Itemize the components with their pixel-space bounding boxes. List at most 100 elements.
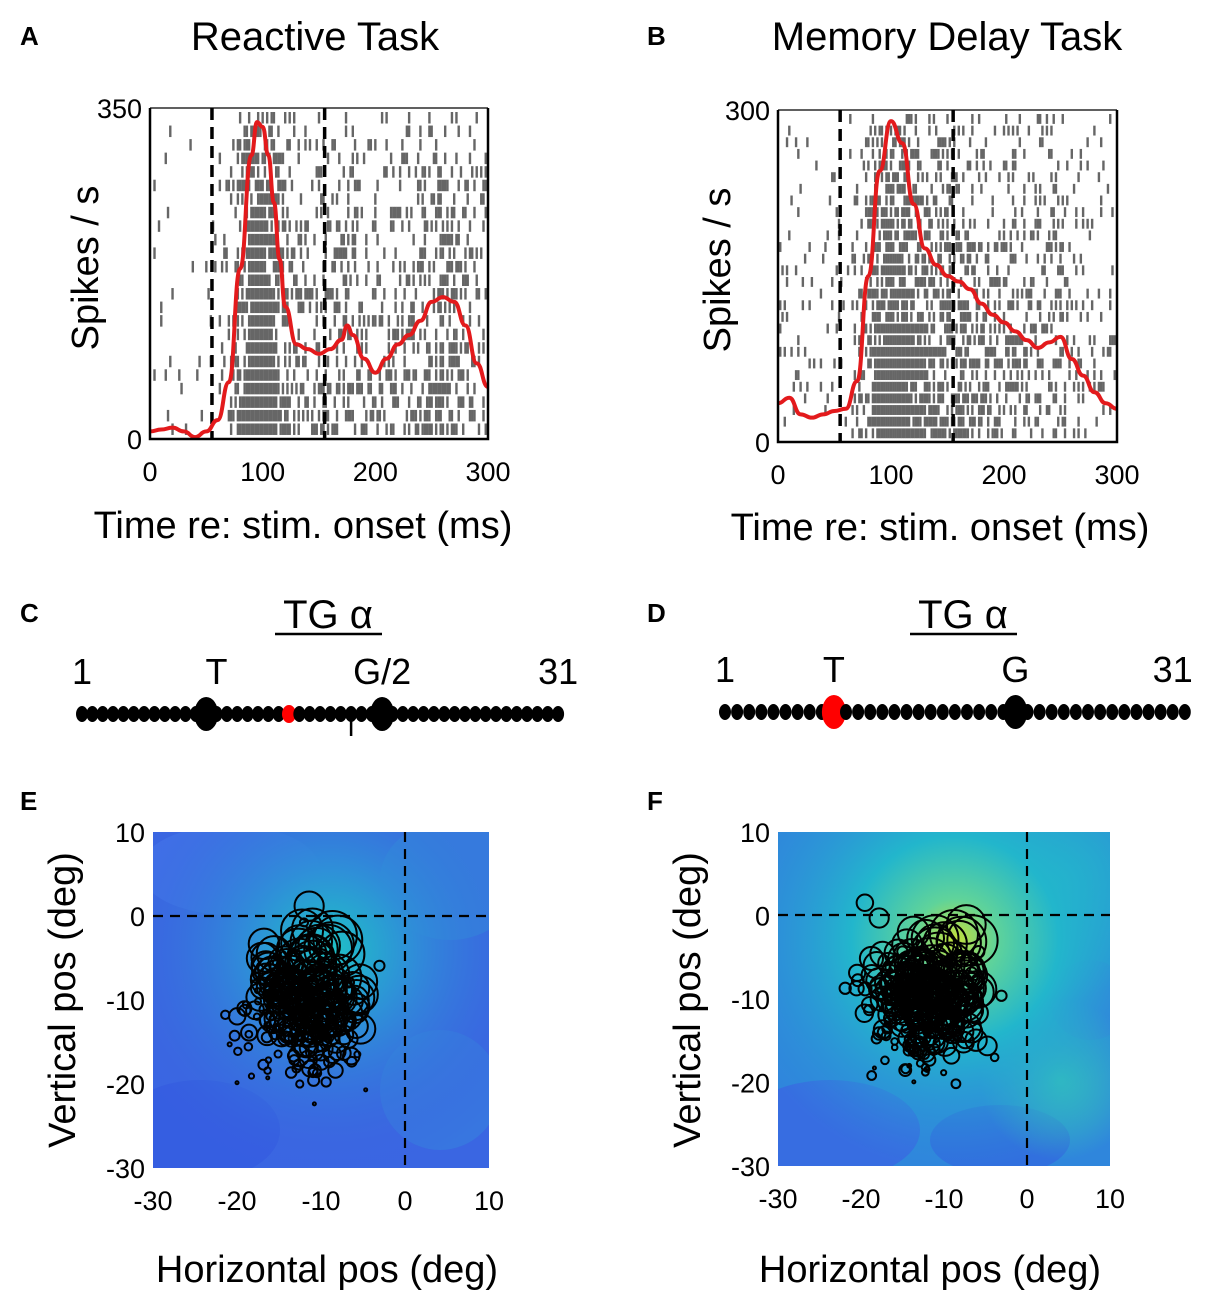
raster-spike (473, 139, 476, 151)
raster-spike (234, 206, 237, 219)
raster-spike (1075, 265, 1078, 276)
raster-spike (1023, 323, 1026, 334)
raster-spike (1109, 335, 1112, 346)
raster-spike (923, 416, 927, 427)
tg-dot (1033, 704, 1046, 720)
raster-spike (1045, 277, 1049, 287)
raster-spike (1020, 370, 1024, 381)
raster-spike (1038, 195, 1042, 206)
raster-spike (421, 166, 424, 178)
raster-spike (281, 396, 285, 408)
tg-dot (985, 704, 998, 720)
raster-spike (957, 230, 960, 241)
raster-spike (277, 260, 280, 273)
rf-circle (293, 890, 325, 922)
raster-spike (892, 311, 895, 322)
raster-spike (935, 125, 938, 136)
raster-spike (284, 409, 287, 422)
raster-spike (959, 242, 963, 252)
raster-spike (477, 355, 481, 368)
raster-spike (935, 148, 938, 159)
raster-spike (250, 342, 253, 354)
raster-spike (443, 152, 447, 165)
raster-spike (939, 277, 942, 287)
raster-spike (263, 260, 267, 273)
raster-spike (828, 195, 832, 206)
rf-circle (848, 980, 865, 997)
raster-spike (281, 423, 285, 435)
raster-spike (892, 405, 895, 415)
panel-d-labels: 1 T G 31 (715, 649, 1193, 690)
raster-spike (876, 346, 879, 357)
raster-spike (234, 260, 237, 273)
raster-spike (885, 148, 888, 159)
raster-spike (1048, 148, 1051, 159)
tg-dot (1166, 704, 1179, 720)
raster-spike (885, 381, 888, 392)
raster-spike (407, 125, 411, 138)
raster-spike (901, 253, 904, 264)
raster-spike (864, 300, 868, 311)
tg-dot (743, 704, 756, 720)
raster-spike (892, 242, 895, 252)
raster-spike (892, 416, 895, 427)
raster-spike (1059, 288, 1062, 299)
raster-spike (407, 315, 411, 327)
raster-spike (428, 274, 431, 287)
raster-spike (250, 382, 253, 395)
raster-spike (315, 288, 318, 300)
raster-spike (876, 300, 879, 311)
raster-spike (971, 265, 974, 276)
raster-spike (1045, 114, 1049, 124)
raster-spike (964, 381, 967, 392)
rf-circle (902, 1044, 915, 1057)
raster-spike (898, 242, 902, 252)
raster-spike (263, 355, 267, 368)
tg-dot (1094, 704, 1107, 720)
raster-spike (270, 220, 273, 232)
raster-spike (265, 112, 269, 124)
raster-spike (252, 152, 255, 165)
raster-spike (261, 355, 264, 368)
raster-spike (1057, 416, 1060, 427)
raster-spike (912, 358, 915, 369)
raster-spike (912, 183, 915, 194)
raster-spike (907, 265, 911, 276)
raster-spike (407, 423, 411, 435)
raster-spike (356, 179, 359, 192)
raster-spike (1109, 288, 1112, 299)
x-tick-label: 0 (770, 460, 785, 490)
raster-spike (948, 300, 951, 311)
raster-spike (1093, 125, 1096, 136)
raster-spike (986, 428, 990, 439)
raster-spike (234, 396, 237, 408)
raster-spike (966, 335, 970, 346)
raster-spike (871, 311, 875, 322)
raster-spike (887, 311, 890, 322)
raster-spike (277, 166, 280, 178)
raster-spike (220, 342, 224, 354)
raster-spike (432, 382, 436, 395)
raster-spike (297, 233, 300, 246)
raster-spike (964, 265, 967, 276)
raster-spike (1048, 242, 1051, 252)
raster-spike (944, 370, 947, 381)
raster-spike (243, 396, 246, 408)
raster-spike (425, 396, 429, 408)
raster-spike (885, 311, 888, 322)
raster-spike (903, 300, 906, 311)
raster-spike (166, 409, 170, 422)
tg-dot (731, 704, 744, 720)
raster-spike (252, 369, 255, 381)
raster-spike (858, 393, 861, 404)
raster-spike (1077, 172, 1080, 183)
panel-e-heatmap (153, 832, 489, 1168)
raster-spike (1050, 125, 1053, 136)
tg-dot (948, 704, 961, 720)
raster-spike (315, 301, 318, 314)
raster-spike (901, 160, 904, 171)
raster-spike (993, 346, 997, 357)
raster-spike (245, 423, 249, 435)
raster-spike (966, 393, 970, 404)
raster-spike (317, 112, 321, 124)
